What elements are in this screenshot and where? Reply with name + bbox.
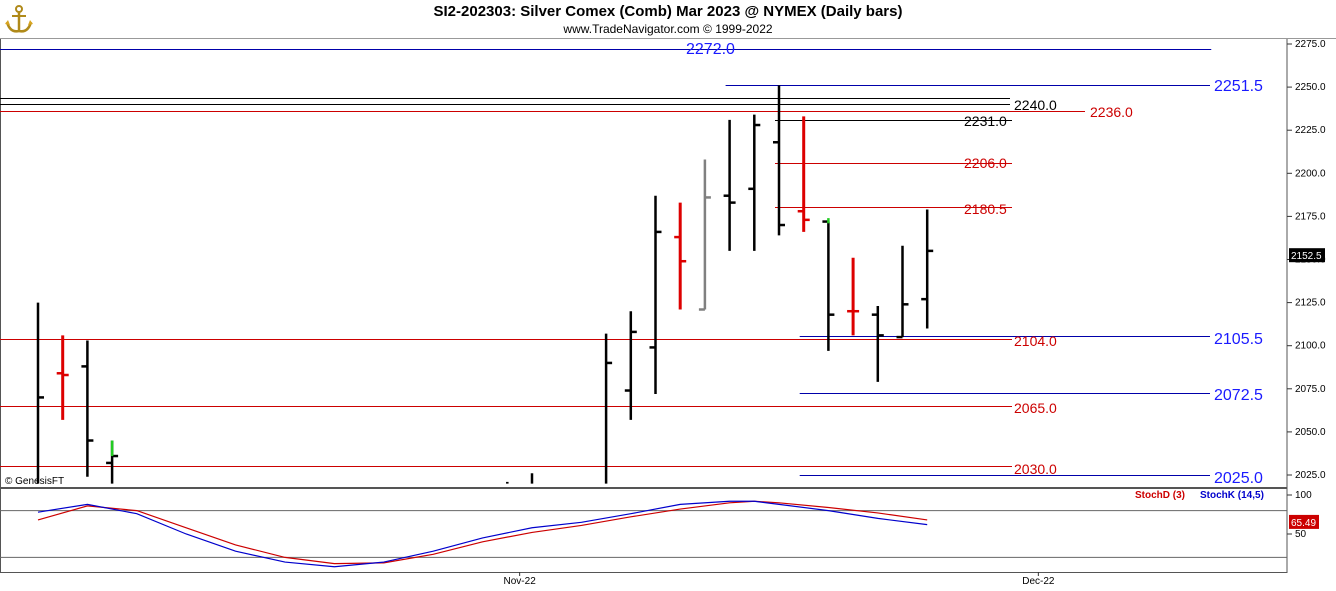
level-label: 2180.5	[964, 201, 1007, 217]
level-label: 2030.0	[1014, 461, 1057, 477]
level-label: 2206.0	[964, 155, 1007, 171]
y-tick-label: 2125.0	[1295, 298, 1326, 309]
y-tick-label: 2175.0	[1295, 211, 1326, 222]
oscillator-tick-label: 100	[1295, 490, 1312, 501]
oscillator-last-value-label: 65.49	[1291, 518, 1316, 529]
anchor-logo-icon	[5, 5, 33, 33]
level-label: 2025.0	[1214, 470, 1263, 487]
y-tick-label: 2250.0	[1295, 82, 1326, 93]
level-label: 2272.0	[686, 41, 735, 58]
y-tick-label: 2050.0	[1295, 427, 1326, 438]
chart-subtitle: www.TradeNavigator.com © 1999-2022	[563, 22, 773, 36]
level-label: 2104.0	[1014, 333, 1057, 349]
oscillator-legend-label: StochD (3)	[1135, 490, 1185, 501]
level-label: 2231.0	[964, 113, 1007, 129]
y-tick-label: 2100.0	[1295, 341, 1326, 352]
chart-header: SI2-202303: Silver Comex (Comb) Mar 2023…	[0, 0, 1336, 38]
last-price-marker	[1289, 248, 1325, 263]
chart-title: SI2-202303: Silver Comex (Comb) Mar 2023…	[433, 3, 903, 20]
credit-label: © GenesisFT	[5, 476, 64, 487]
level-label: 2105.5	[1214, 331, 1263, 348]
last-price-label: 2152.5	[1291, 251, 1322, 262]
y-tick-label: 2275.0	[1295, 39, 1326, 50]
x-tick-label: Dec-22	[1022, 576, 1055, 587]
oscillator-series-line	[37, 500, 928, 565]
oscillator-legend-label: StochK (14,5)	[1200, 490, 1264, 501]
oscillator-last-value-marker	[1289, 514, 1319, 529]
level-label: 2072.5	[1214, 387, 1263, 404]
level-label: 2236.0	[1090, 104, 1133, 120]
oscillator-panel-frame	[0, 488, 1288, 573]
level-label: 2240.0	[1014, 97, 1057, 113]
y-tick-label: 2075.0	[1295, 384, 1326, 395]
y-tick-label: 2200.0	[1295, 168, 1326, 179]
oscillator-tick-label: 50	[1295, 529, 1307, 540]
y-tick-label: 2225.0	[1295, 125, 1326, 136]
level-label: 2065.0	[1014, 400, 1057, 416]
y-tick-label: 2025.0	[1295, 470, 1326, 481]
x-tick-label: Nov-22	[504, 576, 537, 587]
oscillator-series-line	[37, 500, 928, 568]
level-label: 2251.5	[1214, 78, 1263, 95]
